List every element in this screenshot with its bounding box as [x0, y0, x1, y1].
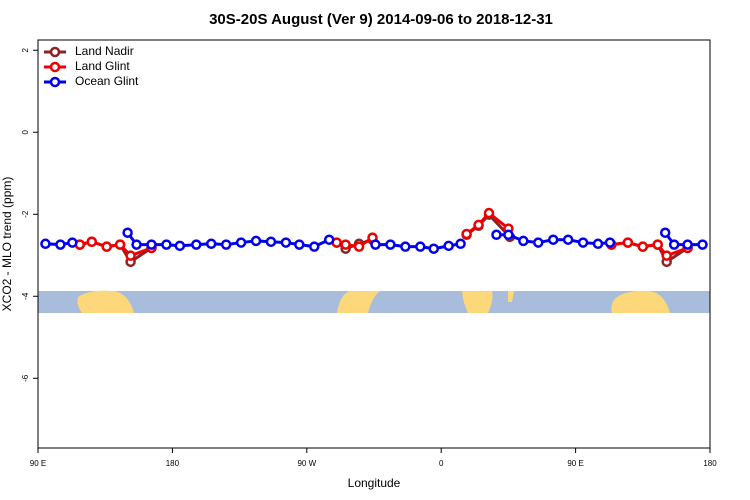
series-point [125, 250, 136, 261]
series-point [161, 239, 172, 250]
legend-marker [49, 76, 61, 88]
series-point [652, 239, 663, 250]
series-point [491, 229, 502, 241]
series-point [309, 241, 320, 252]
chart-title: 30S-20S August (Ver 9) 2014-09-06 to 201… [209, 11, 553, 28]
y-tick-label: -6 [21, 374, 30, 382]
series-point [503, 229, 514, 241]
series-point [547, 234, 559, 245]
series-point [370, 239, 381, 250]
series-point [518, 235, 529, 247]
series-point [323, 234, 335, 245]
x-axis-label: Longitude [348, 476, 401, 490]
y-tick-label: -2 [21, 210, 30, 218]
series-point [122, 227, 133, 238]
series-point [661, 250, 672, 261]
y-tick-label: 2 [21, 47, 30, 52]
series-point [114, 239, 126, 250]
series-point [280, 237, 292, 248]
series-point [533, 237, 544, 248]
series-point [455, 238, 466, 250]
series-point [622, 237, 634, 248]
series-point [235, 237, 247, 248]
series-point [443, 240, 454, 252]
y-tick-label: 0 [21, 129, 30, 134]
series-point [604, 237, 616, 248]
series-point [353, 241, 365, 252]
legend-label: Land Glint [75, 59, 130, 73]
legend-marker [49, 46, 61, 58]
series-point [483, 207, 495, 219]
series-line [79, 213, 689, 264]
x-tick-label: 180 [703, 459, 717, 468]
series-point [101, 241, 112, 252]
y-axis-label: XCO2 - MLO trend (ppm) [0, 177, 14, 312]
series-point [146, 239, 157, 250]
series-point [205, 238, 217, 250]
plot-frame [37, 39, 711, 449]
series-point [592, 238, 604, 250]
series-point [668, 239, 680, 250]
series-point [400, 241, 411, 252]
x-tick-label: 0 [439, 459, 444, 468]
series-point [428, 243, 439, 254]
series-point [562, 234, 574, 245]
series-point [294, 239, 305, 250]
series-point [637, 241, 649, 252]
series-point [174, 240, 186, 252]
legend-marker [49, 61, 61, 73]
x-tick-label: 90 E [567, 459, 583, 468]
series-line [79, 211, 689, 258]
series-point [415, 241, 426, 252]
series-point [682, 239, 693, 250]
y-tick-label: -4 [21, 292, 30, 300]
series-point [86, 236, 98, 247]
series-point [577, 237, 589, 248]
map-strip [38, 290, 710, 313]
series-point [55, 239, 66, 250]
series-point [191, 239, 202, 250]
series-point [461, 228, 472, 240]
series-point [473, 219, 484, 231]
series-point [220, 239, 232, 250]
series-point [131, 239, 142, 250]
series-point [385, 239, 396, 250]
series-point [265, 236, 277, 247]
x-tick-label: 180 [166, 459, 180, 468]
legend-label: Land Nadir [75, 44, 134, 58]
series-point [340, 239, 351, 250]
series-point [250, 235, 262, 247]
x-tick-label: 90 E [30, 459, 46, 468]
x-tick-label: 90 W [297, 459, 316, 468]
series-point [697, 239, 708, 250]
legend-label: Ocean Glint [75, 74, 139, 88]
series-point [40, 238, 51, 250]
series-point [67, 237, 78, 248]
series-point [659, 227, 671, 238]
